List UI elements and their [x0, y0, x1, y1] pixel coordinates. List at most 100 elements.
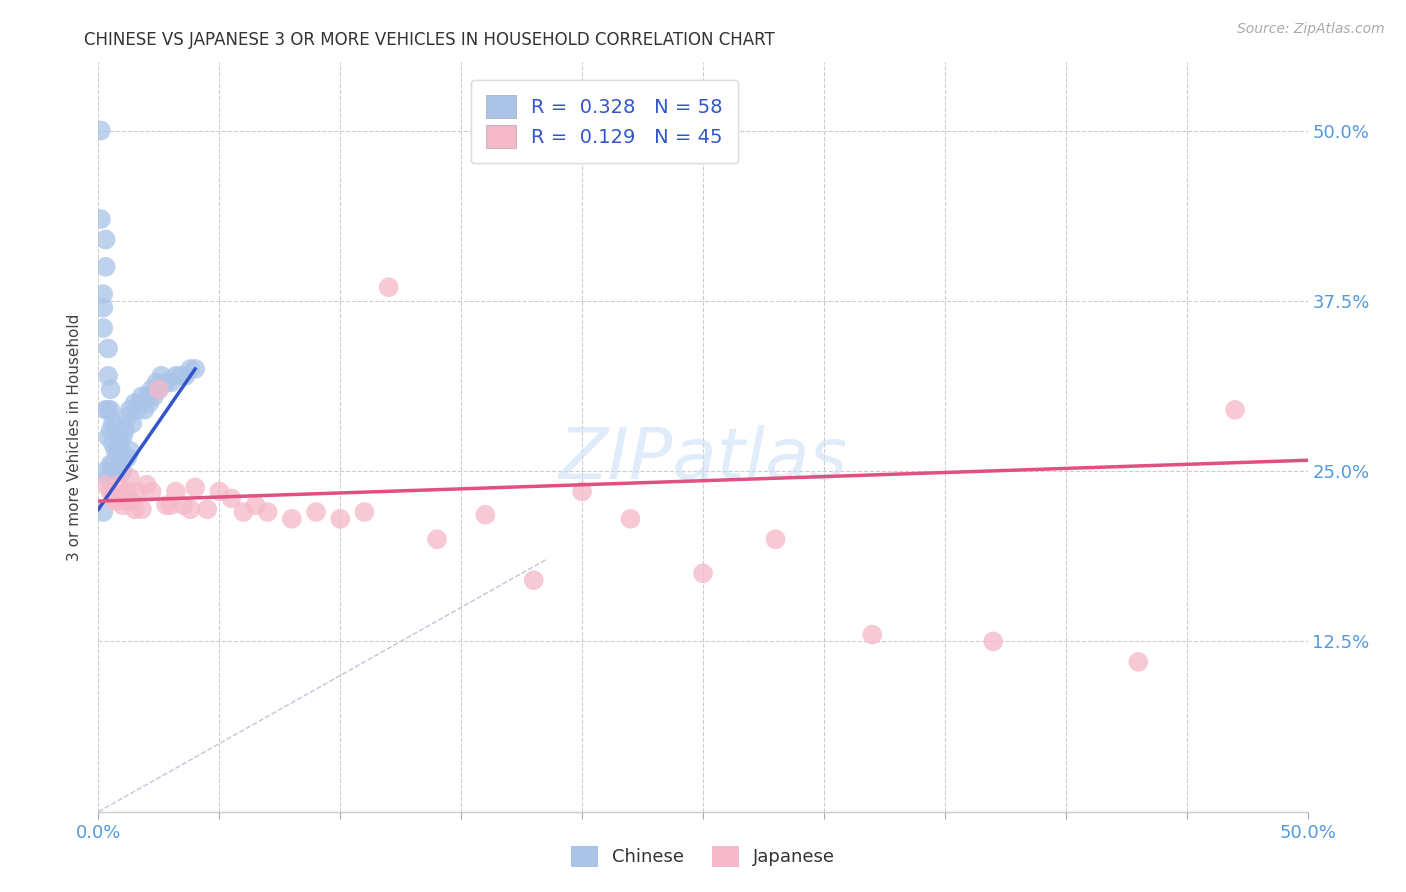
Point [124, 502, 146, 516]
Point [138, 396, 160, 410]
Point [97, 342, 120, 356]
Point [100, 458, 122, 472]
Point [165, 368, 187, 383]
Point [208, 484, 231, 499]
Point [91, 321, 114, 335]
Point [256, 505, 278, 519]
Point [160, 498, 183, 512]
Point [108, 489, 131, 503]
Text: Source: ZipAtlas.com: Source: ZipAtlas.com [1237, 22, 1385, 37]
Point [121, 494, 143, 508]
Point [692, 566, 714, 581]
Point [117, 484, 139, 499]
Point [145, 376, 167, 390]
Point [377, 280, 399, 294]
Point [135, 389, 157, 403]
Point [128, 396, 150, 410]
Point [104, 417, 127, 431]
Point [329, 512, 352, 526]
Point [143, 389, 166, 403]
Point [1223, 402, 1246, 417]
Point [100, 423, 122, 437]
Point [1128, 655, 1150, 669]
Point [90, 212, 112, 227]
Point [141, 383, 163, 397]
Point [127, 402, 149, 417]
Point [101, 417, 124, 431]
Point [97, 402, 120, 417]
Point [97, 471, 120, 485]
Point [184, 362, 207, 376]
Point [155, 498, 177, 512]
Text: CHINESE VS JAPANESE 3 OR MORE VEHICLES IN HOUSEHOLD CORRELATION CHART: CHINESE VS JAPANESE 3 OR MORE VEHICLES I… [84, 31, 775, 49]
Point [94, 233, 117, 247]
Point [281, 512, 304, 526]
Point [860, 627, 883, 641]
Point [118, 443, 141, 458]
Point [100, 402, 122, 417]
Point [232, 505, 254, 519]
Point [114, 423, 136, 437]
Point [981, 634, 1004, 648]
Point [619, 512, 641, 526]
Point [118, 471, 141, 485]
Point [101, 458, 124, 472]
Point [91, 301, 114, 315]
Point [118, 402, 141, 417]
Point [124, 396, 146, 410]
Point [245, 498, 267, 512]
Point [107, 477, 129, 491]
Point [353, 505, 375, 519]
Point [131, 389, 153, 403]
Point [571, 484, 593, 499]
Point [160, 376, 183, 390]
Point [100, 383, 122, 397]
Point [127, 484, 149, 499]
Point [169, 368, 191, 383]
Point [108, 458, 131, 472]
Point [107, 430, 129, 444]
Point [765, 533, 787, 547]
Point [179, 502, 201, 516]
Point [104, 494, 127, 508]
Point [165, 484, 187, 499]
Point [131, 502, 153, 516]
Point [155, 376, 177, 390]
Point [141, 484, 163, 499]
Point [135, 477, 157, 491]
Point [195, 502, 218, 516]
Point [184, 481, 207, 495]
Point [90, 123, 112, 137]
Point [114, 450, 136, 465]
Point [94, 464, 117, 478]
Point [150, 368, 173, 383]
Legend: R =  0.328   N = 58, R =  0.129   N = 45: R = 0.328 N = 58, R = 0.129 N = 45 [471, 79, 738, 163]
Point [111, 498, 134, 512]
Point [134, 402, 156, 417]
Point [111, 430, 134, 444]
Point [94, 477, 117, 491]
Point [104, 443, 127, 458]
Point [101, 437, 124, 451]
Point [91, 505, 114, 519]
Point [107, 464, 129, 478]
Point [305, 505, 328, 519]
Point [426, 533, 449, 547]
Point [474, 508, 496, 522]
Point [91, 287, 114, 301]
Y-axis label: 3 or more Vehicles in Household: 3 or more Vehicles in Household [67, 313, 83, 561]
Point [148, 383, 170, 397]
Point [100, 484, 122, 499]
Point [107, 443, 129, 458]
Point [221, 491, 243, 506]
Point [97, 368, 120, 383]
Point [97, 430, 120, 444]
Point [148, 383, 170, 397]
Point [172, 498, 194, 512]
Point [114, 494, 136, 508]
Point [523, 573, 546, 587]
Point [101, 491, 124, 506]
Point [117, 450, 139, 465]
Point [111, 464, 134, 478]
Point [94, 402, 117, 417]
